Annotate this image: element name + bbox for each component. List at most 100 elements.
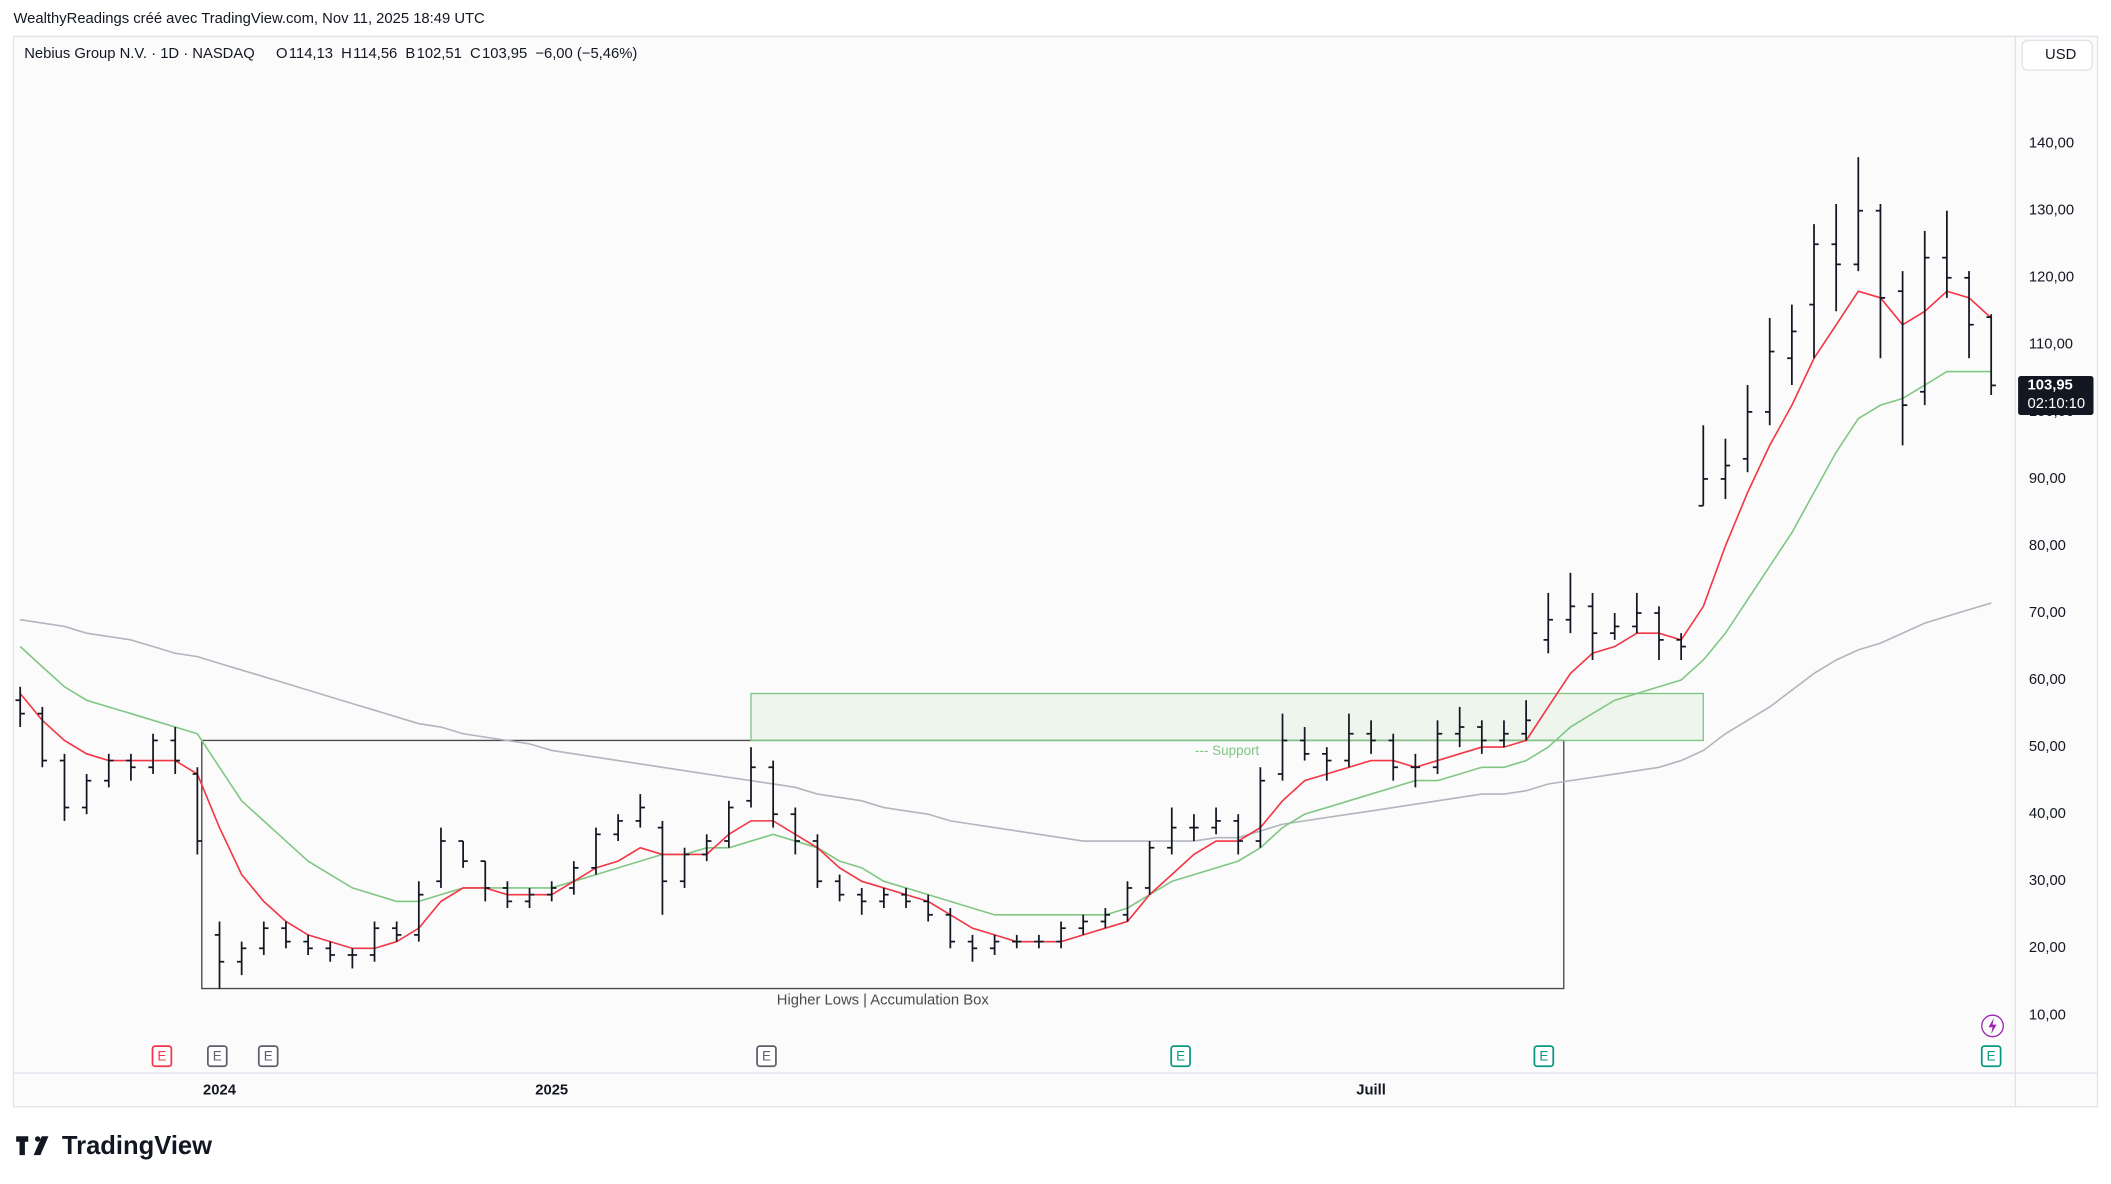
ohlc-bar [1831, 204, 1841, 312]
y-tick-label: 70,00 [2029, 605, 2066, 621]
ohlc-bar [1454, 706, 1465, 748]
ohlc-bar [679, 847, 690, 888]
ohlc-bar [768, 760, 778, 828]
legend-value: 114,56 [353, 46, 397, 62]
ohlc-bar [857, 887, 867, 915]
y-tick-label: 140,00 [2029, 136, 2074, 152]
event-label: E [762, 1048, 771, 1063]
y-tick-label: 60,00 [2029, 672, 2066, 688]
ohlc-bar [259, 921, 269, 956]
ohlc-bar [126, 753, 136, 781]
ohlc-bar [834, 874, 845, 902]
moving-average [19, 370, 1992, 916]
event-badge [1980, 1045, 2002, 1068]
ohlc-bar [37, 706, 48, 768]
ohlc-bar [1875, 204, 1886, 359]
ohlc-bar [1056, 921, 1066, 949]
annotation-box [750, 692, 1704, 742]
y-tick-label: 80,00 [2029, 538, 2066, 554]
legend-key: B [405, 46, 415, 62]
event-label: E [264, 1048, 273, 1063]
legend-value: 102,51 [417, 46, 462, 62]
event-badge [1170, 1045, 1191, 1068]
ohlc-bar [613, 814, 623, 842]
logo-icon [33, 1136, 49, 1156]
ohlc-bar [1942, 210, 1952, 298]
ohlc-bar [1609, 613, 1620, 640]
ohlc-bar [1676, 633, 1686, 660]
alert-icon [1981, 1014, 2004, 1038]
ohlc-bar [303, 934, 313, 956]
y-tick-label: 40,00 [2029, 806, 2066, 822]
moving-average [19, 290, 1992, 950]
ohlc-bar [414, 881, 424, 942]
ohlc-bar [746, 747, 756, 808]
legend-key: C [470, 46, 481, 62]
ohlc-bar [59, 753, 70, 821]
moving-average [20, 602, 1992, 842]
ohlc-bar [546, 881, 557, 902]
ohlc-bar [724, 800, 734, 848]
ohlc-bar [192, 767, 203, 855]
ohlc-bar [1920, 230, 1930, 406]
legend-key: O [276, 46, 288, 62]
ohlc-bar [1964, 271, 1974, 359]
credit: WealthyReadings créé avec TradingView.co… [13, 11, 485, 27]
ohlc-bar [1543, 592, 1553, 654]
ohlc-bar [369, 921, 380, 962]
ohlc-bar [945, 908, 956, 949]
ohlc-bar [657, 820, 668, 915]
event-label: E [157, 1048, 166, 1063]
logo: TradingView [16, 1132, 212, 1160]
y-tick-label: 130,00 [2029, 203, 2074, 219]
y-tick-label: 20,00 [2029, 940, 2066, 956]
ohlc-bar [1189, 814, 1199, 842]
x-tick-label: 2025 [535, 1082, 568, 1098]
logo-icon [35, 1136, 41, 1142]
ohlc-bar [1388, 733, 1398, 781]
ohlc-bar [1034, 934, 1044, 949]
currency-box [2021, 39, 2093, 71]
ohlc-bar [1233, 814, 1243, 855]
ohlc-bar [480, 860, 490, 902]
ohlc-bar [1477, 720, 1487, 754]
ohlc-bar [1144, 841, 1155, 895]
ohlc-bar [790, 807, 801, 855]
event-label: E [1176, 1048, 1185, 1063]
legend-change: −6,00 (−5,46%) [535, 46, 637, 62]
ohlc-bar [901, 887, 911, 909]
event-label: E [1987, 1048, 1996, 1063]
chart-frame [12, 35, 2099, 1108]
ohlc-bar [15, 686, 25, 728]
ohlc-bar [1565, 572, 1576, 634]
ohlc-bar [591, 827, 601, 875]
ohlc-bar [989, 934, 1000, 956]
ohlc-bar [923, 894, 933, 922]
ohlc-bar [325, 941, 335, 962]
ohlc-legend: O 114,13 H 114,56 B 102,51 C 103,95 −6,00 (−5,46… [276, 46, 637, 62]
ohlc-bar [967, 934, 978, 962]
y-tick-label: 90,00 [2029, 471, 2066, 487]
ohlc-bar [81, 773, 92, 815]
ohlc-bar [635, 794, 645, 828]
ohlc-bar [1211, 807, 1221, 835]
countdown: 02:10:10 [2028, 396, 2086, 412]
ohlc-bar [879, 887, 889, 909]
ohlc-bar [1432, 720, 1443, 774]
event-badge [206, 1045, 228, 1068]
ohlc-bar [1410, 753, 1421, 788]
ohlc-bar [1322, 747, 1332, 781]
event-badge [756, 1045, 777, 1068]
ohlc-bar [812, 834, 823, 888]
x-tick-label: Juill [1356, 1082, 1386, 1098]
ohlc-bar [1521, 700, 1531, 741]
ohlc-bar [347, 948, 358, 969]
ohlc-bar [1167, 807, 1177, 855]
ohlc-bar [1299, 727, 1310, 761]
event-label: E [213, 1048, 222, 1063]
ohlc-bar [569, 861, 579, 895]
ohlc-bar [502, 881, 513, 909]
ohlc-bar [1853, 157, 1864, 272]
y-tick-label: 110,00 [2029, 337, 2073, 353]
event-badge [151, 1045, 173, 1068]
